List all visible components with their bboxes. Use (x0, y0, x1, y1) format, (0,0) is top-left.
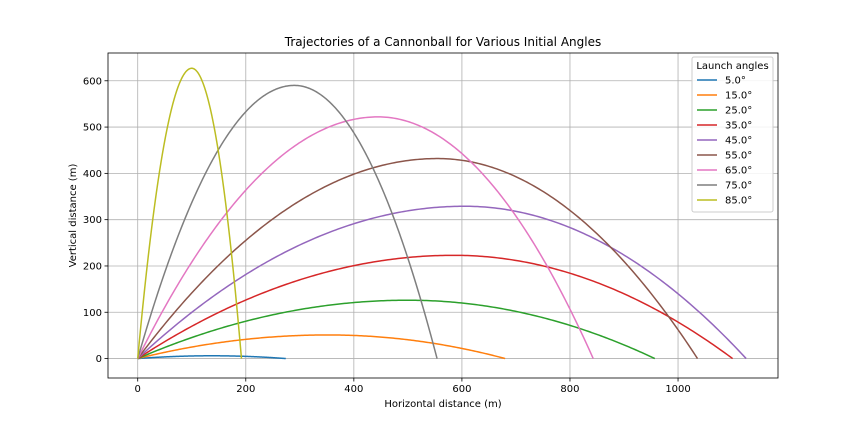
series-line-3 (137, 299, 656, 360)
x-axis-label: Horizontal distance (m) (384, 399, 501, 410)
legend-label: 35.0° (725, 121, 752, 132)
x-tick-label: 200 (236, 384, 255, 395)
y-tick-label: 200 (83, 261, 102, 272)
legend-label: 45.0° (725, 136, 752, 147)
series-line-7 (137, 116, 594, 359)
plot-frame (107, 52, 779, 379)
y-tick-label: 0 (96, 354, 102, 365)
legend-title: Launch angles (696, 61, 768, 72)
series-line-8 (136, 84, 438, 359)
x-tick-label: 0 (135, 384, 141, 395)
series-lines (136, 67, 747, 360)
legend-label: 25.0° (725, 106, 752, 117)
legend-label: 85.0° (725, 196, 752, 207)
x-tick-label: 600 (452, 384, 471, 395)
x-tick-label: 800 (560, 384, 579, 395)
legend-label: 65.0° (725, 166, 752, 177)
axis-ticks: 0 200 400 600 800 1000 0 100 200 300 400 500 600 (83, 76, 691, 395)
series-line-5 (137, 205, 747, 360)
legend-label: 5.0° (725, 76, 746, 87)
x-tick-label: 400 (344, 384, 363, 395)
legend-label: 15.0° (725, 91, 752, 102)
legend-label: 75.0° (725, 181, 752, 192)
chart-title: Trajectories of a Cannonball for Various… (284, 35, 601, 49)
y-tick-label: 400 (83, 169, 102, 180)
y-tick-label: 300 (83, 215, 102, 226)
series-line-1 (137, 355, 286, 360)
y-tick-label: 100 (83, 308, 102, 319)
x-tick-label: 1000 (665, 384, 690, 395)
legend: Launch angles 5.0° 15.0° 25.0° 35.0° 45.0° 55… (691, 56, 774, 213)
series-line-2 (137, 334, 506, 360)
y-tick-label: 600 (83, 76, 102, 87)
y-axis-label: Vertical distance (m) (68, 164, 79, 268)
y-tick-label: 500 (83, 123, 102, 134)
legend-label: 55.0° (725, 151, 752, 162)
series-line-9 (136, 67, 243, 359)
